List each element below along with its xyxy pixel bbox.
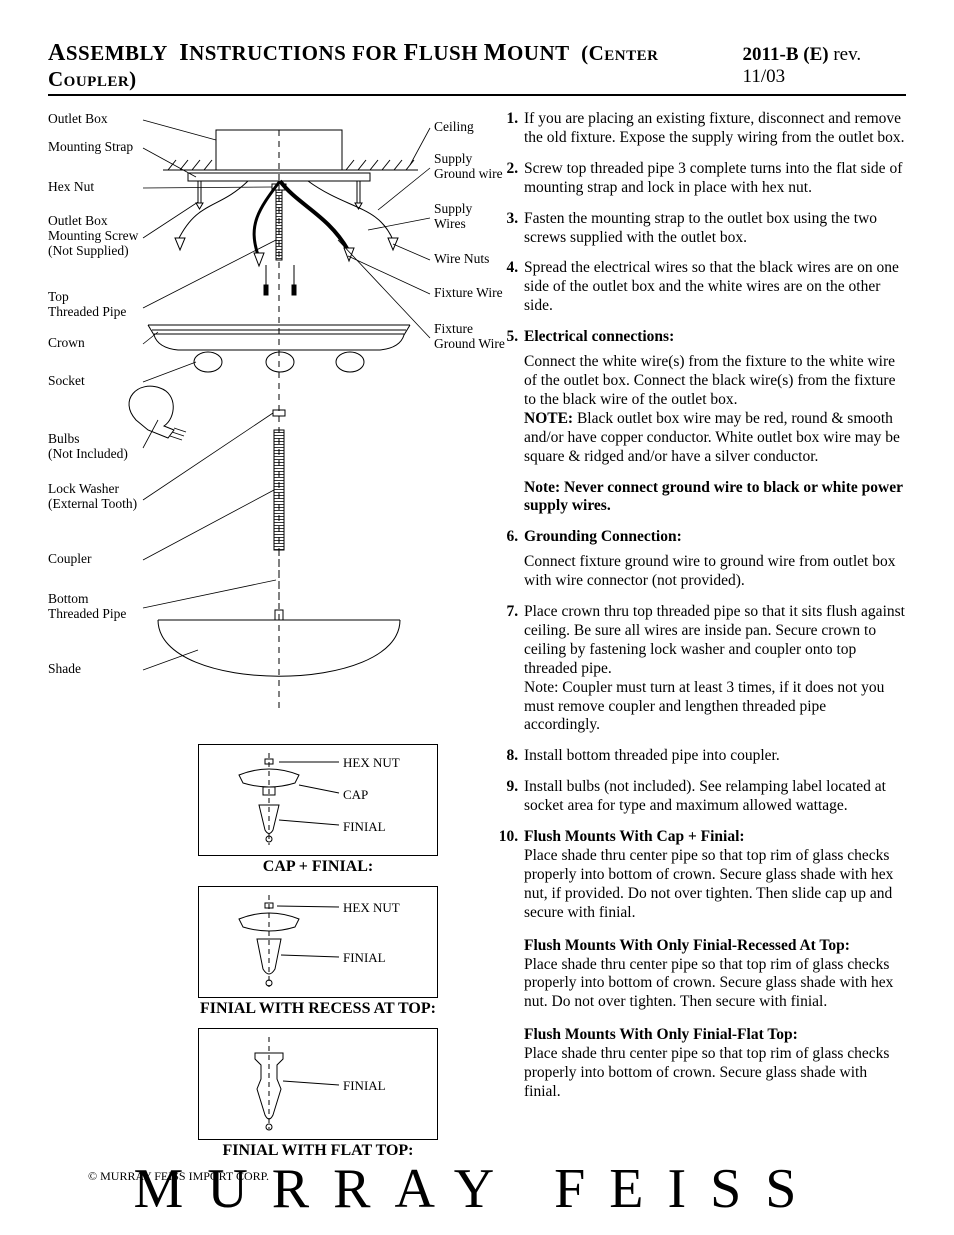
step-10: Flush Mounts With Cap + Finial: Place sh… bbox=[522, 828, 906, 1102]
label-wire-nuts: Wire Nuts bbox=[434, 252, 489, 267]
label-bulbs: Bulbs (Not Included) bbox=[48, 432, 128, 462]
label-mounting-strap: Mounting Strap bbox=[48, 140, 133, 155]
label-lock-washer: Lock Washer (External Tooth) bbox=[48, 482, 137, 512]
detail-label: FINIAL bbox=[343, 1078, 386, 1094]
detail-box-cap-finial: HEX NUT CAP FINIAL bbox=[198, 744, 438, 856]
label-mounting-screw: Outlet Box Mounting Screw (Not Supplied) bbox=[48, 214, 138, 259]
cap-finial-icon bbox=[199, 745, 439, 855]
step-10c: Flush Mounts With Only Finial-Flat Top: … bbox=[524, 1026, 906, 1102]
step-6: Grounding Connection: Connect fixture gr… bbox=[522, 528, 906, 591]
detail-caption-1: CAP + FINIAL: bbox=[198, 858, 438, 876]
detail-label: FINIAL bbox=[343, 950, 386, 966]
finial-recess-icon bbox=[199, 887, 439, 997]
step-6-body: Connect fixture ground wire to ground wi… bbox=[524, 553, 906, 591]
header-title: ASSEMBLY INSTRUCTIONS FOR FLUSH MOUNT (C… bbox=[48, 40, 743, 92]
label-coupler: Coupler bbox=[48, 552, 92, 567]
label-fixture-wire: Fixture Wire bbox=[434, 286, 503, 301]
label-socket: Socket bbox=[48, 374, 85, 389]
detail-label: HEX NUT bbox=[343, 755, 400, 771]
step-4: Spread the electrical wires so that the … bbox=[522, 259, 906, 316]
detail-caption-2: FINIAL WITH RECESS AT TOP: bbox=[198, 1000, 438, 1018]
header-docinfo: 2011-B (E) rev. 11/03 bbox=[743, 44, 906, 88]
step-1: If you are placing an existing fixture, … bbox=[522, 110, 906, 148]
diagram-column: Outlet Box Mounting Strap Hex Nut Outlet… bbox=[48, 110, 480, 1184]
detail-label: FINIAL bbox=[343, 819, 386, 835]
step-9: Install bulbs (not included). See relamp… bbox=[522, 778, 906, 816]
step-5-body: Connect the white wire(s) from the fixtu… bbox=[524, 353, 906, 466]
step-7: Place crown thru top threaded pipe so th… bbox=[522, 603, 906, 735]
label-outlet-box: Outlet Box bbox=[48, 112, 108, 127]
document-header: ASSEMBLY INSTRUCTIONS FOR FLUSH MOUNT (C… bbox=[48, 40, 906, 96]
assembly-diagram bbox=[48, 110, 480, 740]
label-bottom-pipe: Bottom Threaded Pipe bbox=[48, 592, 126, 622]
label-supply-wires: Supply Wires bbox=[434, 202, 472, 232]
label-shade: Shade bbox=[48, 662, 81, 677]
label-top-pipe: Top Threaded Pipe bbox=[48, 290, 126, 320]
label-supply-ground: Supply Ground wire bbox=[434, 152, 503, 182]
detail-boxes: HEX NUT CAP FINIAL CAP + FINIAL: bbox=[198, 744, 438, 1159]
detail-box-finial-recess: HEX NUT FINIAL bbox=[198, 886, 438, 998]
label-hex-nut: Hex Nut bbox=[48, 180, 94, 195]
instructions-column: If you are placing an existing fixture, … bbox=[498, 110, 906, 1184]
step-5: Electrical connections: Connect the whit… bbox=[522, 328, 906, 516]
step-5-warning: Note: Never connect ground wire to black… bbox=[524, 479, 906, 517]
detail-label: CAP bbox=[343, 787, 368, 803]
label-ceiling: Ceiling bbox=[434, 120, 474, 135]
finial-flat-icon bbox=[199, 1029, 439, 1139]
step-8: Install bottom threaded pipe into couple… bbox=[522, 747, 906, 766]
brand-footer: MURRAY FEISS bbox=[0, 1157, 954, 1221]
detail-label: HEX NUT bbox=[343, 900, 400, 916]
label-crown: Crown bbox=[48, 336, 85, 351]
label-fixture-ground: Fixture Ground Wire bbox=[434, 322, 505, 352]
step-2: Screw top threaded pipe 3 complete turns… bbox=[522, 160, 906, 198]
step-10b: Flush Mounts With Only Finial-Recessed A… bbox=[524, 937, 906, 1013]
step-3: Fasten the mounting strap to the outlet … bbox=[522, 210, 906, 248]
detail-box-finial-flat: FINIAL bbox=[198, 1028, 438, 1140]
